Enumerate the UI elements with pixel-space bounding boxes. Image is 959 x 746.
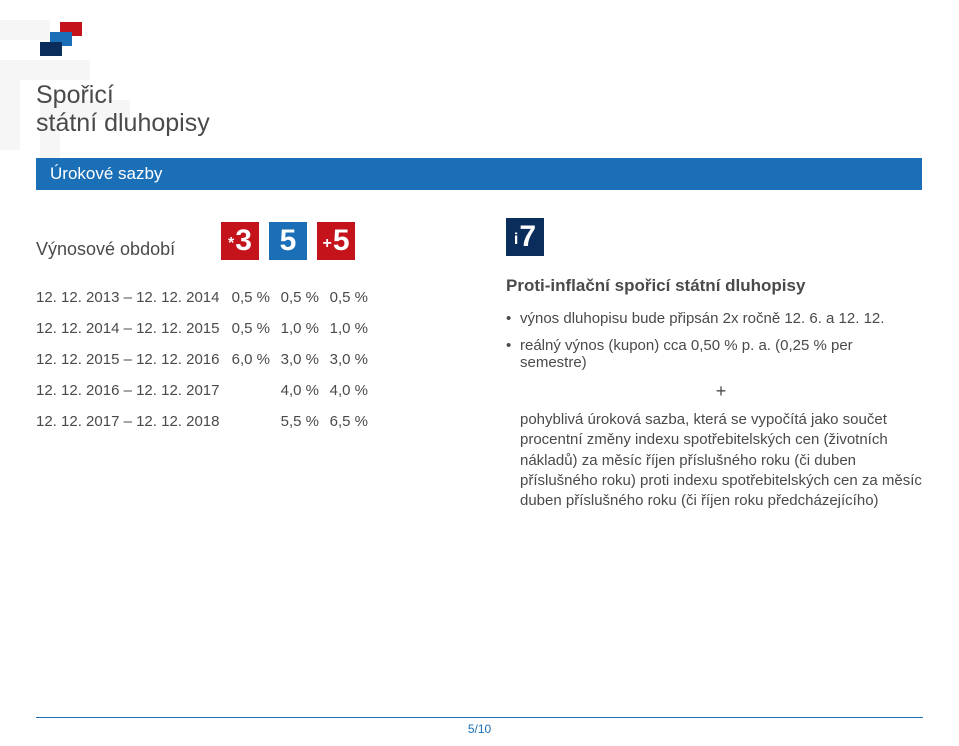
rate-cell <box>221 382 270 399</box>
rate-cell: 0,5 % <box>221 289 270 306</box>
brand-logo <box>36 18 92 74</box>
page-footer: 5/10 <box>0 717 959 736</box>
content-area: Výnosové období *35+5 12. 12. 2013 – 12.… <box>36 222 922 511</box>
brand-block: Spořicí státní dluhopisy <box>36 18 210 137</box>
badge-number: 5 <box>280 222 297 260</box>
rate-cell: 3,0 % <box>319 351 368 368</box>
product-badge-2: +5 <box>317 222 355 260</box>
badge-number: 5 <box>333 222 350 260</box>
inflation-paragraph: pohyblivá úroková sazba, která se vypočí… <box>506 410 922 511</box>
section-title-bar: Úrokové sazby <box>36 158 922 190</box>
table-row: 12. 12. 2014 – 12. 12. 20150,5 %1,0 %1,0… <box>36 313 456 344</box>
badge-prefix: * <box>228 225 234 263</box>
product-badge-1: 5 <box>269 222 307 260</box>
i7-badge: i7 <box>506 218 544 256</box>
rate-cell: 5,5 % <box>270 413 319 430</box>
rate-cell: 1,0 % <box>270 320 319 337</box>
i7-badge-row: i7 <box>506 218 922 256</box>
page-number: 5/10 <box>0 722 959 736</box>
inflation-title: Proti-inflační spořicí státní dluhopisy <box>506 276 922 296</box>
rate-cell <box>221 413 270 430</box>
rate-cell: 4,0 % <box>270 382 319 399</box>
rate-cell: 4,0 % <box>319 382 368 399</box>
inflation-column: i7 Proti-inflační spořicí státní dluhopi… <box>506 222 922 511</box>
footer-rule <box>36 717 923 718</box>
period-cell: 12. 12. 2014 – 12. 12. 2015 <box>36 320 221 337</box>
product-badges: *35+5 <box>221 222 355 260</box>
product-badge-0: *3 <box>221 222 259 260</box>
badge-prefix: + <box>322 225 331 263</box>
rate-cell: 0,5 % <box>221 320 270 337</box>
badge-number: 7 <box>519 218 536 256</box>
period-cell: 12. 12. 2015 – 12. 12. 2016 <box>36 351 221 368</box>
rate-cell: 1,0 % <box>319 320 368 337</box>
rate-cell: 0,5 % <box>319 289 368 306</box>
plus-sign: + <box>506 381 922 402</box>
period-cell: 12. 12. 2013 – 12. 12. 2014 <box>36 289 221 306</box>
brand-title: Spořicí státní dluhopisy <box>36 82 210 137</box>
bullet-2: reálný výnos (kupon) cca 0,50 % p. a. (0… <box>506 337 922 371</box>
rates-header: Výnosové období *35+5 <box>36 222 456 260</box>
table-row: 12. 12. 2016 – 12. 12. 2017 4,0 %4,0 % <box>36 375 456 406</box>
table-row: 12. 12. 2015 – 12. 12. 20166,0 %3,0 %3,0… <box>36 344 456 375</box>
rate-cell: 6,0 % <box>221 351 270 368</box>
period-label: Výnosové období <box>36 239 221 260</box>
rates-column: Výnosové období *35+5 12. 12. 2013 – 12.… <box>36 222 456 511</box>
rate-cell: 3,0 % <box>270 351 319 368</box>
rate-cell: 0,5 % <box>270 289 319 306</box>
table-row: 12. 12. 2017 – 12. 12. 2018 5,5 %6,5 % <box>36 406 456 437</box>
rates-rows: 12. 12. 2013 – 12. 12. 20140,5 %0,5 %0,5… <box>36 282 456 437</box>
badge-number: 3 <box>235 222 252 260</box>
rate-cell: 6,5 % <box>319 413 368 430</box>
bullet-1: výnos dluhopisu bude připsán 2x ročně 12… <box>506 310 922 327</box>
period-cell: 12. 12. 2016 – 12. 12. 2017 <box>36 382 221 399</box>
badge-prefix: i <box>514 221 518 259</box>
brand-line1: Spořicí <box>36 81 114 109</box>
table-row: 12. 12. 2013 – 12. 12. 20140,5 %0,5 %0,5… <box>36 282 456 313</box>
brand-line2: státní dluhopisy <box>36 109 210 137</box>
section-title: Úrokové sazby <box>50 164 162 183</box>
period-cell: 12. 12. 2017 – 12. 12. 2018 <box>36 413 221 430</box>
